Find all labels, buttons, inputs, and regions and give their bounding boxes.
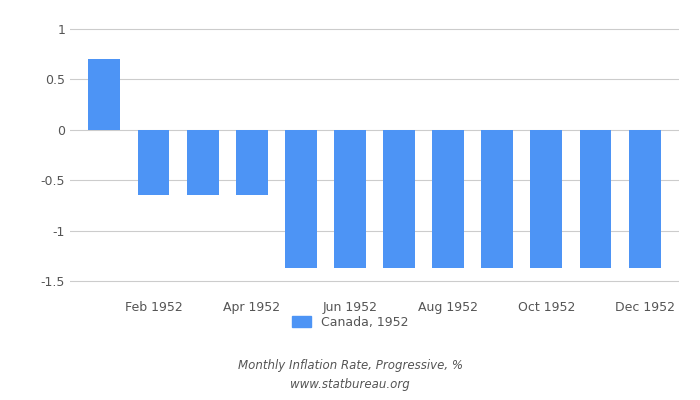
Bar	[88, 59, 120, 130]
Bar	[629, 130, 661, 268]
Bar	[531, 130, 562, 268]
Bar	[236, 130, 267, 195]
Bar	[137, 130, 169, 195]
Text: www.statbureau.org: www.statbureau.org	[290, 378, 410, 391]
Bar	[334, 130, 366, 268]
Legend: Canada, 1952: Canada, 1952	[287, 311, 413, 334]
Bar	[580, 130, 612, 268]
Bar	[432, 130, 464, 268]
Bar	[285, 130, 317, 268]
Bar	[187, 130, 218, 195]
Text: Monthly Inflation Rate, Progressive, %: Monthly Inflation Rate, Progressive, %	[237, 360, 463, 372]
Bar	[383, 130, 415, 268]
Bar	[482, 130, 513, 268]
